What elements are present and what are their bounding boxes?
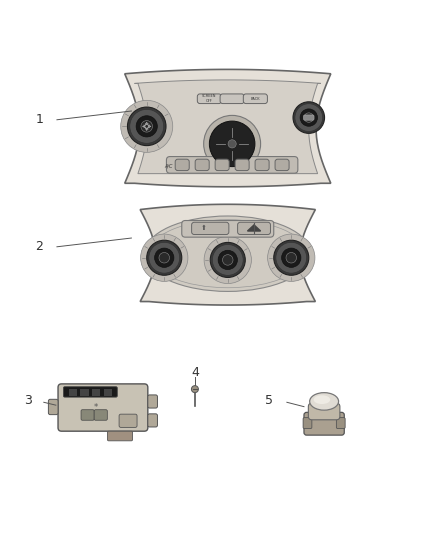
- FancyBboxPatch shape: [49, 399, 58, 415]
- Text: SCREEN
OFF: SCREEN OFF: [202, 94, 216, 103]
- FancyBboxPatch shape: [197, 94, 222, 103]
- Circle shape: [121, 100, 173, 152]
- Circle shape: [155, 248, 174, 268]
- Circle shape: [295, 104, 323, 132]
- Circle shape: [228, 140, 236, 148]
- Circle shape: [130, 109, 164, 143]
- FancyBboxPatch shape: [119, 414, 137, 427]
- Text: ⬆: ⬆: [201, 225, 207, 231]
- FancyBboxPatch shape: [215, 159, 229, 171]
- Circle shape: [149, 243, 180, 273]
- FancyBboxPatch shape: [148, 395, 157, 408]
- FancyBboxPatch shape: [220, 94, 244, 103]
- Circle shape: [304, 113, 314, 122]
- Text: 3: 3: [25, 393, 32, 407]
- Text: 1: 1: [35, 114, 43, 126]
- Polygon shape: [140, 204, 315, 305]
- Ellipse shape: [314, 395, 330, 404]
- FancyBboxPatch shape: [107, 431, 133, 441]
- Bar: [81, 389, 88, 395]
- Circle shape: [204, 115, 261, 172]
- Circle shape: [147, 240, 182, 275]
- FancyBboxPatch shape: [195, 159, 209, 171]
- Circle shape: [268, 234, 315, 281]
- Circle shape: [274, 240, 309, 275]
- FancyBboxPatch shape: [303, 418, 312, 429]
- FancyBboxPatch shape: [182, 221, 274, 237]
- Circle shape: [282, 248, 301, 268]
- Circle shape: [276, 243, 307, 273]
- Bar: [92, 389, 100, 395]
- FancyBboxPatch shape: [58, 384, 148, 431]
- FancyBboxPatch shape: [235, 159, 249, 171]
- FancyBboxPatch shape: [64, 387, 117, 397]
- Circle shape: [127, 107, 166, 146]
- Ellipse shape: [310, 393, 339, 410]
- FancyBboxPatch shape: [175, 159, 189, 171]
- FancyBboxPatch shape: [304, 115, 314, 120]
- Circle shape: [141, 120, 152, 132]
- Circle shape: [191, 386, 198, 393]
- FancyBboxPatch shape: [308, 403, 340, 420]
- Circle shape: [300, 109, 318, 126]
- Circle shape: [136, 116, 157, 137]
- Circle shape: [210, 243, 245, 278]
- Ellipse shape: [145, 216, 311, 292]
- Circle shape: [204, 236, 251, 284]
- FancyBboxPatch shape: [304, 413, 344, 435]
- Text: A/C: A/C: [164, 163, 173, 168]
- Text: 4: 4: [191, 366, 199, 378]
- Circle shape: [286, 253, 297, 263]
- Polygon shape: [247, 225, 261, 231]
- Bar: [104, 389, 112, 395]
- FancyBboxPatch shape: [336, 418, 345, 429]
- FancyBboxPatch shape: [192, 222, 229, 235]
- FancyBboxPatch shape: [94, 410, 107, 420]
- Bar: [69, 389, 77, 395]
- Circle shape: [293, 102, 325, 133]
- Circle shape: [209, 121, 255, 167]
- FancyBboxPatch shape: [275, 159, 289, 171]
- Text: *: *: [94, 402, 98, 411]
- Circle shape: [212, 245, 243, 276]
- FancyBboxPatch shape: [238, 222, 271, 235]
- FancyBboxPatch shape: [244, 94, 267, 103]
- Polygon shape: [125, 69, 331, 187]
- Circle shape: [159, 253, 170, 263]
- Circle shape: [141, 234, 188, 281]
- Circle shape: [223, 255, 233, 265]
- Text: 2: 2: [35, 240, 43, 253]
- FancyBboxPatch shape: [255, 159, 269, 171]
- Circle shape: [218, 251, 237, 270]
- FancyBboxPatch shape: [148, 414, 157, 427]
- Text: 5: 5: [265, 393, 273, 407]
- Text: BACK: BACK: [251, 97, 260, 101]
- FancyBboxPatch shape: [81, 410, 94, 420]
- Polygon shape: [134, 80, 321, 174]
- FancyBboxPatch shape: [166, 157, 298, 173]
